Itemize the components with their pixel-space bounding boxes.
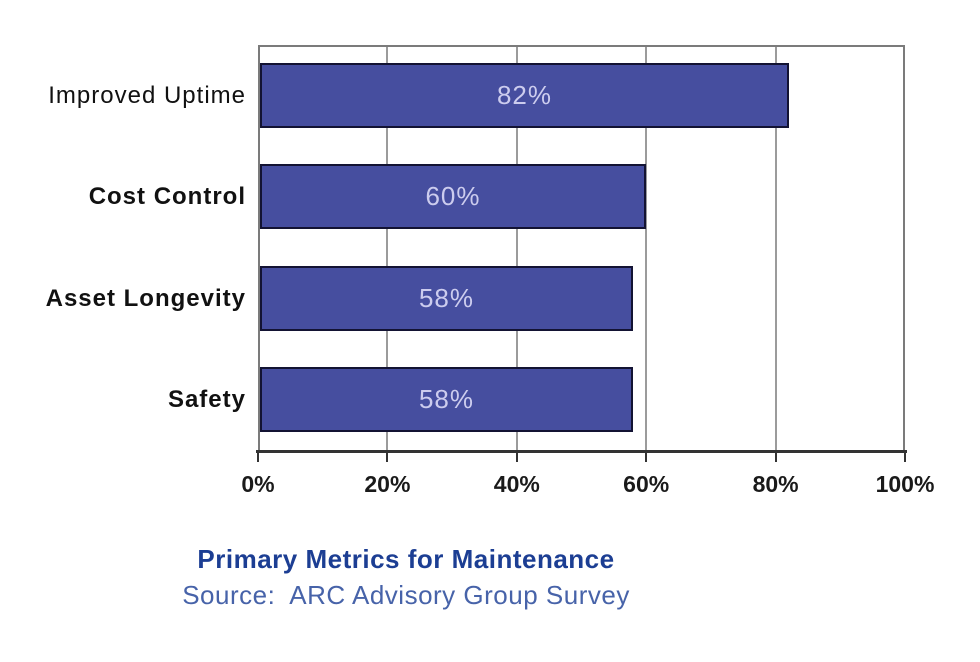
bar: 58% (260, 367, 633, 432)
x-tick-label: 0% (241, 471, 275, 497)
category-label: Improved Uptime (48, 81, 246, 109)
x-tick-label: 60% (623, 471, 670, 497)
plot-border-left (258, 45, 260, 450)
x-axis-tick (645, 453, 648, 462)
gridline (515, 45, 518, 450)
x-tick-label: 100% (875, 471, 935, 497)
category-label: Cost Control (88, 182, 246, 210)
gridline (645, 45, 648, 450)
bar: 82% (260, 63, 789, 128)
chart-title: Primary Metrics for Maintenance (197, 544, 615, 574)
plot-border-top (258, 45, 905, 47)
bar-value-label: 82% (496, 80, 553, 110)
x-tick-label: 80% (752, 471, 799, 497)
bar-value-label: 58% (418, 384, 475, 414)
bar: 58% (260, 266, 633, 331)
category-label: Safety (167, 385, 246, 413)
gridline (386, 45, 389, 450)
bar-value-label: 58% (418, 283, 475, 313)
chart-source-caption: Source: ARC Advisory Group Survey (182, 580, 630, 610)
x-axis-tick (774, 453, 777, 462)
x-axis-tick (515, 453, 518, 462)
bar: 60% (260, 164, 646, 229)
x-axis-tick (257, 453, 259, 462)
x-tick-label: 20% (364, 471, 411, 497)
x-axis-tick (386, 453, 389, 462)
x-tick-label: 40% (493, 471, 540, 497)
plot-border-right (903, 45, 905, 450)
gridline (774, 45, 777, 450)
category-label: Asset Longevity (45, 284, 246, 312)
x-axis-tick (904, 453, 906, 462)
bar-value-label: 60% (425, 181, 481, 211)
x-axis-line (256, 450, 907, 453)
